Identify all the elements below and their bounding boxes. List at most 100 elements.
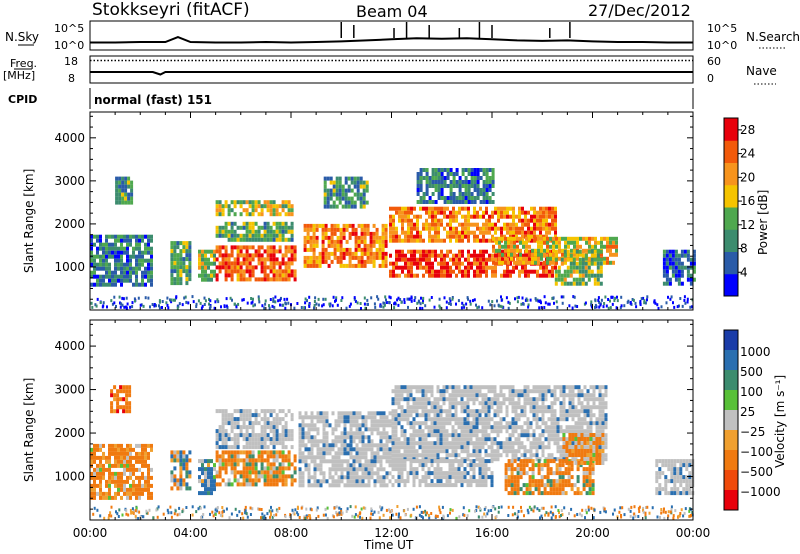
heatmap-cell — [298, 447, 302, 452]
heatmap-cell — [303, 227, 307, 232]
heatmap-cell — [494, 253, 497, 258]
heatmap-cell — [233, 437, 237, 442]
noise-cell — [282, 303, 285, 307]
heatmap-cell — [548, 226, 551, 231]
heatmap-cell — [284, 200, 288, 205]
heatmap-cell — [424, 441, 428, 446]
noise-cell — [308, 295, 311, 299]
heatmap-cell — [552, 240, 555, 245]
heatmap-cell — [221, 261, 225, 266]
heatmap-cell — [430, 445, 434, 450]
heatmap-cell — [129, 483, 132, 488]
heatmap-cell — [141, 487, 144, 492]
heatmap-cell — [535, 449, 539, 454]
heatmap-cell — [554, 214, 557, 219]
heatmap-cell — [556, 425, 560, 430]
heatmap-cell — [422, 192, 426, 196]
heatmap-cell — [430, 385, 434, 390]
heatmap-cell — [99, 266, 102, 271]
heatmap-cell — [460, 405, 464, 410]
heatmap-cell — [485, 269, 488, 274]
heatmap-cell — [476, 192, 480, 196]
heatmap-cell — [303, 243, 307, 248]
heatmap-cell — [415, 401, 419, 406]
heatmap-cell — [355, 431, 359, 436]
heatmap-cell — [401, 265, 404, 270]
heatmap-cell — [138, 483, 141, 488]
heatmap-cell — [508, 437, 512, 442]
heatmap-cell — [150, 250, 153, 255]
heatmap-cell — [111, 270, 114, 275]
heatmap-cell — [263, 257, 267, 262]
noise-cell — [382, 301, 385, 305]
heatmap-cell — [524, 273, 527, 278]
heatmap-cell — [517, 457, 521, 462]
heatmap-cell — [176, 486, 180, 491]
heatmap-cell — [549, 256, 552, 261]
heatmap-cell — [233, 200, 237, 205]
heatmap-cell — [410, 210, 413, 215]
heatmap-cell — [416, 265, 419, 270]
heatmap-cell — [337, 451, 341, 456]
heatmap-cell — [473, 238, 476, 243]
heatmap-cell — [511, 441, 515, 446]
heatmap-cell — [293, 458, 297, 463]
noise-cell — [667, 295, 669, 299]
heatmap-cell — [128, 409, 132, 414]
heatmap-cell — [434, 230, 437, 235]
heatmap-cell — [585, 256, 588, 261]
heatmap-cell — [349, 455, 353, 460]
heatmap-cell — [117, 266, 120, 271]
heatmap-cell — [542, 269, 545, 274]
heatmap-cell — [458, 196, 462, 200]
heatmap-cell — [394, 393, 398, 398]
heatmap-cell — [418, 437, 422, 442]
heatmap-cell — [413, 249, 416, 254]
noise-cell — [516, 300, 519, 304]
heatmap-cell — [239, 470, 243, 475]
heatmap-cell — [576, 256, 579, 261]
heatmap-cell — [90, 254, 93, 259]
heatmap-cell — [460, 421, 464, 426]
heatmap-cell — [449, 218, 452, 223]
heatmap-cell — [554, 281, 558, 286]
heatmap-cell — [478, 393, 482, 398]
heatmap-cell — [304, 447, 308, 452]
heatmap-cell — [227, 454, 231, 459]
heatmap-cell — [363, 235, 367, 240]
heatmap-cell — [674, 277, 678, 282]
heatmap-cell — [176, 482, 180, 487]
noise-cell — [517, 295, 520, 299]
heatmap-cell — [144, 475, 147, 480]
heatmap-cell — [233, 421, 237, 426]
heatmap-cell — [287, 237, 291, 242]
heatmap-cell — [497, 206, 500, 211]
heatmap-cell — [482, 168, 486, 172]
heatmap-cell — [340, 415, 344, 420]
heatmap-cell — [185, 482, 189, 487]
heatmap-cell — [578, 277, 582, 282]
heatmap-cell — [445, 449, 449, 454]
heatmap-cell — [352, 419, 356, 424]
noise-cell — [345, 306, 348, 310]
heatmap-cell — [312, 239, 316, 244]
heatmap-cell — [218, 265, 222, 270]
heatmap-cell — [281, 445, 285, 450]
heatmap-cell — [224, 482, 228, 487]
heatmap-cell — [144, 258, 147, 263]
heatmap-cell — [114, 274, 117, 279]
heatmap-cell — [321, 231, 325, 236]
heatmap-cell — [275, 474, 279, 479]
heatmap-cell — [124, 200, 128, 205]
heatmap-cell — [301, 479, 305, 484]
heatmap-cell — [278, 441, 282, 446]
heatmap-cell — [476, 253, 479, 258]
heatmap-cell — [491, 210, 494, 215]
heatmap-cell — [469, 409, 473, 414]
heatmap-cell — [436, 433, 440, 438]
heatmap-cell — [269, 474, 273, 479]
heatmap-cell — [394, 449, 398, 454]
heatmap-cell — [335, 184, 339, 189]
heatmap-cell — [389, 222, 392, 227]
